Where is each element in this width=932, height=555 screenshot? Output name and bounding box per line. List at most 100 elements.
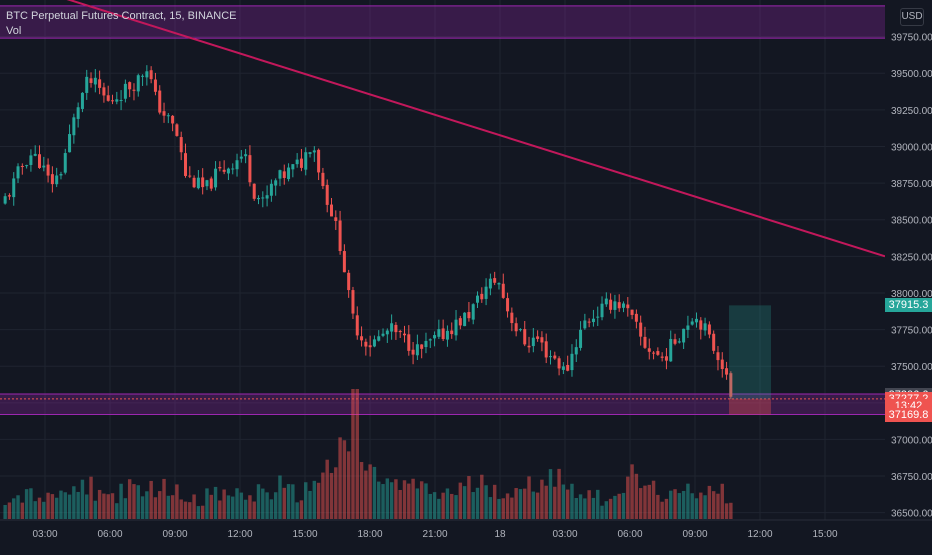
volume-bar xyxy=(304,482,308,519)
volume-bar xyxy=(492,484,497,519)
volume-bar xyxy=(364,470,368,519)
volume-bar xyxy=(102,493,106,519)
volume-bar xyxy=(76,491,80,519)
volume-bar xyxy=(699,492,703,519)
time-tick-label: 09:00 xyxy=(162,529,187,540)
volume-indicator-label[interactable]: Vol xyxy=(6,25,22,37)
price-badge: 37915.3 xyxy=(885,298,932,313)
candle-body xyxy=(196,177,200,189)
volume-bar xyxy=(110,493,115,519)
volume-bar xyxy=(686,483,690,519)
volume-bar xyxy=(578,494,583,519)
volume-bar xyxy=(12,498,16,519)
volume-bar xyxy=(265,492,269,519)
volume-bar xyxy=(346,451,351,519)
volume-bar xyxy=(286,484,291,519)
volume-bar xyxy=(707,485,712,519)
volume-bar xyxy=(419,481,424,519)
candle-body xyxy=(72,117,76,136)
candle-body xyxy=(402,333,407,336)
time-tick-label: 06:00 xyxy=(617,529,642,540)
candle-body xyxy=(304,152,308,170)
volume-bar xyxy=(338,437,342,519)
stop-zone xyxy=(729,398,771,415)
candle-body xyxy=(441,328,445,340)
volume-bar xyxy=(33,501,37,519)
candle-body xyxy=(226,168,230,174)
currency-button[interactable]: USD xyxy=(900,8,924,26)
price-tick-label: 39250.00 xyxy=(891,106,932,117)
candle-body xyxy=(46,164,50,176)
volume-bar xyxy=(681,490,686,519)
trendline xyxy=(66,0,886,258)
volume-bar xyxy=(613,495,617,519)
candle-body xyxy=(613,301,617,310)
candle-body xyxy=(677,341,681,343)
candle-body xyxy=(506,298,510,312)
volume-bar xyxy=(123,498,128,519)
candle-body xyxy=(587,321,591,323)
candle-body xyxy=(98,79,102,88)
candle-body xyxy=(454,319,458,336)
volume-bar xyxy=(643,485,647,519)
volume-bar xyxy=(145,491,149,519)
candle-body xyxy=(609,299,613,310)
volume-bar xyxy=(192,494,196,519)
candle-body xyxy=(37,154,42,168)
volume-bar xyxy=(694,498,699,519)
volume-bar xyxy=(544,485,548,519)
volume-bar xyxy=(720,483,724,519)
volume-bar xyxy=(591,497,596,519)
volume-bar xyxy=(574,497,578,519)
volume-bar xyxy=(394,479,398,519)
volume-bar xyxy=(445,488,450,519)
volume-bar xyxy=(222,489,226,519)
grid xyxy=(0,0,885,520)
candle-body xyxy=(703,323,707,331)
volume-bar xyxy=(179,499,183,519)
volume-bar xyxy=(389,482,394,519)
price-tick-label: 39500.00 xyxy=(891,69,932,80)
candle-body xyxy=(424,340,428,348)
candle-body xyxy=(428,339,432,341)
candle-body xyxy=(158,90,162,113)
volume-bar xyxy=(269,499,274,519)
candle-body xyxy=(381,333,385,336)
candle-body xyxy=(437,329,441,337)
volume-bar xyxy=(372,466,377,519)
candle-body xyxy=(488,278,492,289)
candle-body xyxy=(110,100,115,102)
candle-body xyxy=(25,165,29,167)
candle-body xyxy=(351,290,355,314)
candle-body xyxy=(321,172,325,187)
candle-body xyxy=(673,339,677,344)
volume-bar xyxy=(441,492,445,519)
volume-bar xyxy=(153,497,158,519)
candle-body xyxy=(171,115,175,124)
price-tick-label: 38250.00 xyxy=(891,252,932,263)
volume-bar xyxy=(501,498,505,519)
candle-body xyxy=(407,334,411,351)
volume-bar xyxy=(209,494,213,519)
volume-bar xyxy=(149,480,153,519)
candle-body xyxy=(325,184,329,205)
volume-bar xyxy=(196,506,201,519)
candle-body xyxy=(372,339,376,347)
volume-bar xyxy=(450,493,454,519)
volume-bar xyxy=(660,501,664,519)
volume-bar xyxy=(119,483,123,519)
price-tick-label: 38750.00 xyxy=(891,179,932,190)
candle-body xyxy=(59,174,63,176)
candle-body xyxy=(299,158,303,168)
time-tick-label: 21:00 xyxy=(422,529,447,540)
candle-body xyxy=(145,71,149,78)
volume-bar xyxy=(16,495,20,519)
volume-bar xyxy=(256,484,261,519)
candle-body xyxy=(398,330,402,333)
volume-bar xyxy=(638,488,643,519)
candle-body xyxy=(55,175,59,185)
volume-bar xyxy=(316,482,321,519)
candle-body xyxy=(621,303,626,308)
